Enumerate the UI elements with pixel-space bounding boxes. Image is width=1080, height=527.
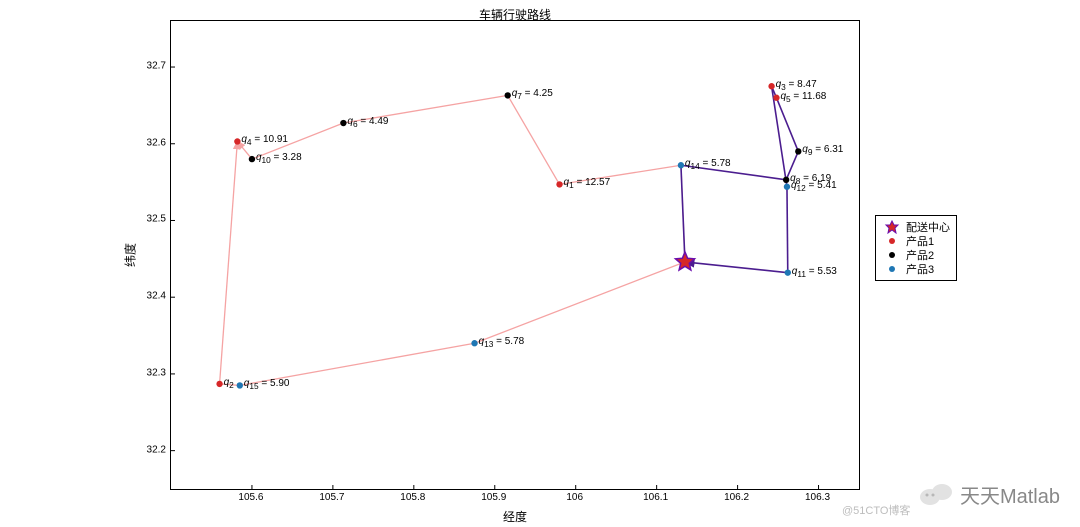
legend-item: 产品3: [882, 262, 950, 276]
x-tick-label: 105.7: [319, 492, 344, 503]
point-label: q12 = 5.41: [791, 180, 837, 193]
data-point: [783, 177, 789, 183]
route-segment: [787, 187, 788, 273]
chart-title: 车辆行驶路线: [170, 6, 860, 23]
data-point: [556, 181, 562, 187]
brand-badge: 天天Matlab: [918, 479, 1060, 509]
star-icon: [882, 220, 902, 234]
route-segment: [681, 165, 685, 262]
data-point: [785, 269, 791, 275]
point-label: q11 = 5.53: [792, 266, 837, 279]
data-point: [249, 156, 255, 162]
point-label: q5 = 11.68: [780, 91, 826, 104]
y-tick-label: 32.3: [138, 367, 166, 378]
x-tick-label: 106: [566, 492, 583, 503]
x-axis-label: 经度: [170, 508, 860, 525]
y-tick-label: 32.7: [138, 61, 166, 72]
data-point: [768, 83, 774, 89]
legend-item: 配送中心: [882, 220, 950, 234]
point-label: q2: [224, 377, 234, 390]
y-axis-label: 纬度: [122, 243, 139, 267]
data-point: [678, 162, 684, 168]
x-tick-label: 106.1: [643, 492, 668, 503]
x-tick-label: 105.6: [238, 492, 263, 503]
x-tick-label: 106.3: [805, 492, 830, 503]
data-point: [216, 381, 222, 387]
point-label: q7 = 4.25: [512, 88, 553, 101]
point-label: q9 = 6.31: [802, 144, 843, 157]
route-segment: [508, 95, 560, 184]
route-segment: [475, 262, 685, 343]
point-label: q13 = 5.78: [479, 336, 525, 349]
point-label: q6 = 4.49: [347, 116, 388, 129]
point-label: q15 = 5.90: [244, 378, 290, 391]
depot-star: [675, 252, 694, 270]
legend-label: 产品3: [906, 261, 934, 277]
legend: 配送中心产品1产品2产品3: [875, 215, 957, 281]
data-point: [237, 382, 243, 388]
route-segment: [685, 262, 788, 273]
point-label: q10 = 3.28: [256, 152, 302, 165]
brand-text: 天天Matlab: [960, 480, 1060, 509]
point-label: q4 = 10.91: [241, 134, 288, 147]
data-point: [505, 92, 511, 98]
y-tick-label: 32.2: [138, 444, 166, 455]
y-tick-label: 32.6: [138, 137, 166, 148]
point-label: q14 = 5.78: [685, 158, 731, 171]
x-tick-label: 106.2: [724, 492, 749, 503]
dot-icon: [882, 234, 902, 248]
legend-item: 产品1: [882, 234, 950, 248]
data-point: [234, 138, 240, 144]
route-segment: [220, 141, 238, 383]
data-point: [471, 340, 477, 346]
dot-icon: [882, 262, 902, 276]
y-tick-label: 32.4: [138, 291, 166, 302]
x-tick-label: 105.9: [481, 492, 506, 503]
data-point: [773, 95, 779, 101]
point-label: q1 = 12.57: [564, 177, 611, 190]
data-point: [340, 120, 346, 126]
watermark-text: @51CTO博客: [842, 502, 910, 518]
dot-icon: [882, 248, 902, 262]
brand-icon: [918, 479, 954, 509]
data-point: [795, 148, 801, 154]
y-tick-label: 32.5: [138, 214, 166, 225]
x-tick-label: 105.8: [400, 492, 425, 503]
legend-item: 产品2: [882, 248, 950, 262]
